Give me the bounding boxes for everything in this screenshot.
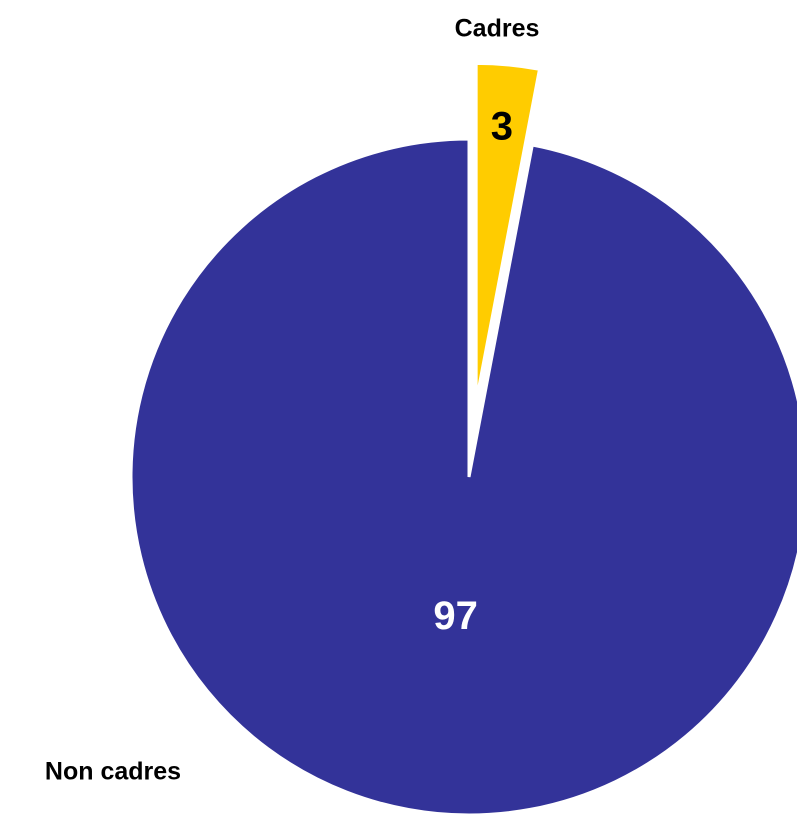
value-label: 3 xyxy=(491,104,513,148)
value-label: 97 xyxy=(433,594,478,638)
category-label: Cadres xyxy=(455,15,540,43)
category-label: Non cadres xyxy=(45,758,181,786)
pie-slice xyxy=(474,61,542,402)
pie-slice xyxy=(129,137,797,816)
